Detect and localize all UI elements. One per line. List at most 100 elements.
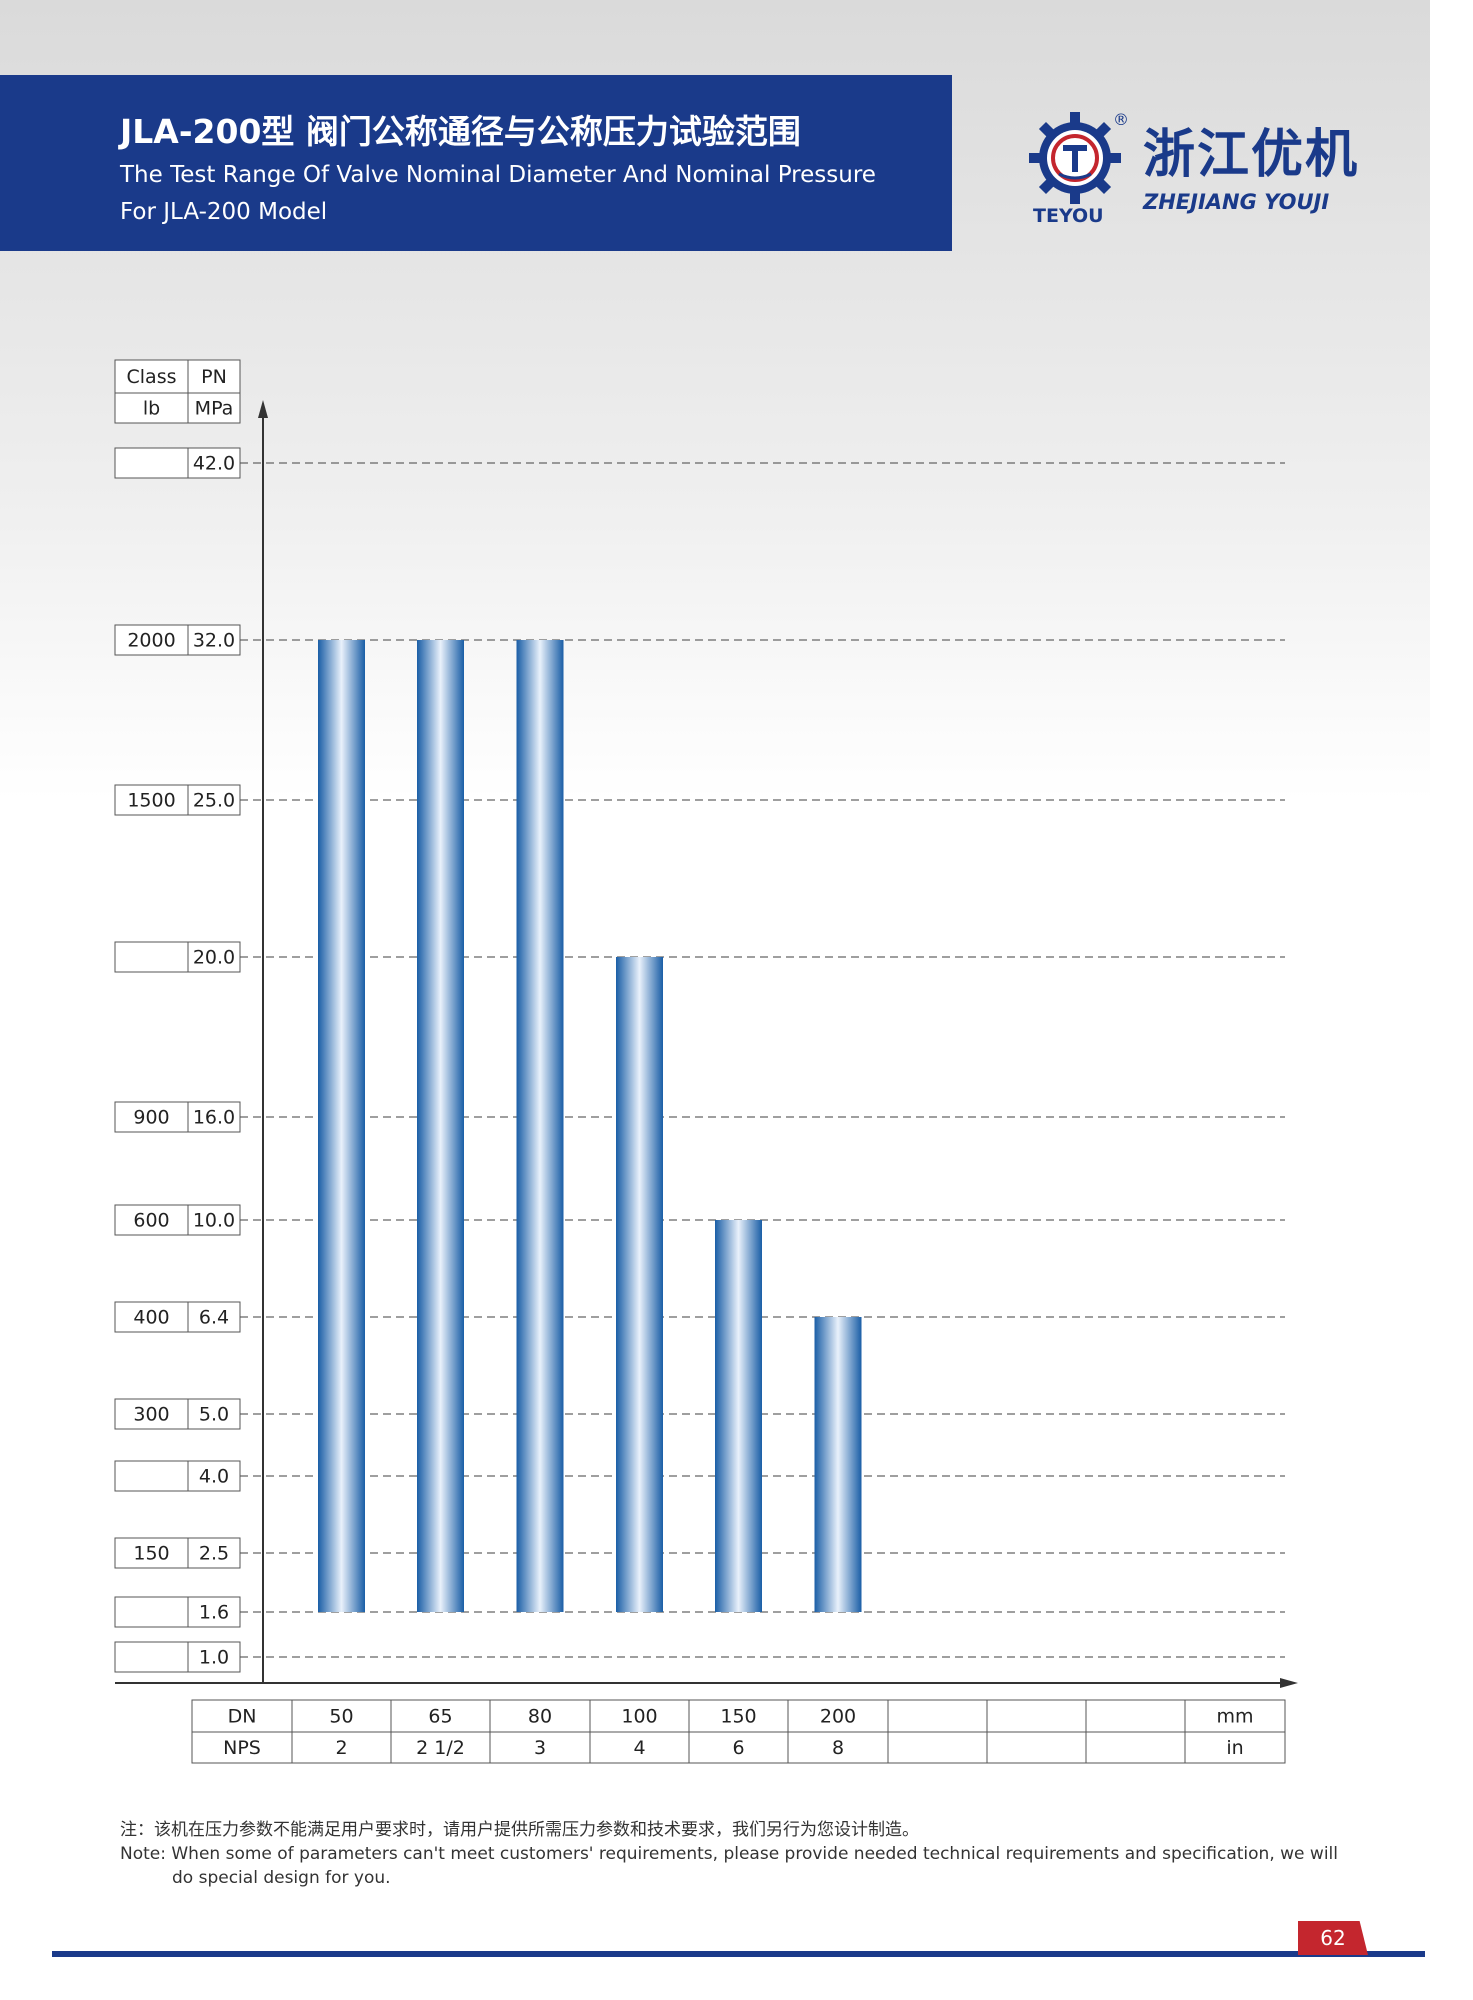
x-table-cell (887, 1699, 988, 1733)
bars (318, 640, 862, 1612)
x-tick-nps: 6 (732, 1737, 744, 1759)
y-pn-cell (187, 784, 241, 816)
y-class-label: 2000 (127, 630, 175, 652)
bar-dn-200 (814, 1317, 862, 1612)
x-table-cell (1085, 1731, 1186, 1764)
y-pn-label: 10.0 (193, 1210, 235, 1232)
y-pn-cell (187, 941, 241, 973)
x-unit-dn: mm (1216, 1706, 1253, 1728)
x-tick-dn: 80 (528, 1706, 552, 1728)
y-pn-label: 32.0 (193, 630, 235, 652)
x-table-cell (291, 1699, 392, 1733)
y-pn-cell (187, 447, 241, 479)
y-class-label: 600 (133, 1210, 169, 1232)
y-pn-label: 2.5 (199, 1543, 229, 1565)
y-class-cell (114, 1641, 189, 1673)
x-tick-dn: 100 (621, 1706, 657, 1728)
note-cn: 注：该机在压力参数不能满足用户要求时，请用户提供所需压力参数和技术要求，我们另行… (120, 1820, 919, 1840)
x-unit-nps: in (1226, 1737, 1243, 1759)
gear-emblem-icon (1029, 112, 1121, 204)
y-class-label: 300 (133, 1404, 169, 1426)
y-class-cell (114, 1460, 189, 1492)
y-class-label: 150 (133, 1543, 169, 1565)
y-pn-cell (187, 624, 241, 656)
y-class-cell (114, 624, 189, 656)
y-header-class-label: Class (127, 366, 177, 388)
x-tick-nps: 3 (534, 1737, 546, 1759)
page-title-en: The Test Range Of Valve Nominal Diameter… (120, 162, 876, 225)
y-pn-label: 1.6 (199, 1602, 229, 1624)
x-tick-dn: 200 (820, 1706, 856, 1728)
x-tick-nps: 8 (832, 1737, 844, 1759)
bar-dn-65 (417, 640, 464, 1612)
y-pn-label: 5.0 (199, 1404, 229, 1426)
y-header-class-label: lb (143, 398, 160, 420)
x-axis-arrow (1280, 1678, 1298, 1688)
note-en: Note: When some of parameters can't meet… (120, 1844, 1338, 1888)
x-table-cell (1085, 1699, 1186, 1733)
x-table-cell (589, 1731, 690, 1764)
y-pn-label: 6.4 (199, 1307, 229, 1329)
y-pn-label: 20.0 (193, 947, 235, 969)
company-logo: ® 浙江优机 ZHEJIANG YOUJI TEYOU (1025, 100, 1375, 235)
y-class-cell (114, 1596, 189, 1628)
x-table-cell (589, 1699, 690, 1733)
y-pn-cell (187, 1398, 241, 1430)
x-axis-table: DN 50 65 80 100 150 200 mm NPS 2 2 1/2 3 4 6 8 in (191, 1699, 1286, 1764)
brand-name-cn: 浙江优机 (1143, 125, 1360, 185)
header-band: JLA-200型 阀门公称通径与公称压力试验范围 The Test Range … (0, 75, 952, 251)
bar-dn-150 (715, 1220, 762, 1612)
x-tick-dn: 50 (329, 1706, 353, 1728)
page-right-margin (1430, 0, 1473, 2000)
y-pn-label: 4.0 (199, 1466, 229, 1488)
y-class-cell (114, 1301, 189, 1333)
brand-sub: TEYOU (1033, 205, 1104, 227)
x-row-label-nps: NPS (223, 1737, 261, 1759)
y-pn-cell (187, 1460, 241, 1492)
y-class-cell (114, 1101, 189, 1133)
x-table-cell (489, 1731, 591, 1764)
page-title-cn: JLA-200型 阀门公称通径与公称压力试验范围 (120, 112, 801, 151)
x-tick-nps: 2 (335, 1737, 347, 1759)
y-axis-arrow (258, 400, 268, 418)
y-pn-cell (187, 1101, 241, 1133)
y-pn-label: 1.0 (199, 1647, 229, 1669)
y-class-cell (114, 1398, 189, 1430)
x-tick-dn: 150 (720, 1706, 756, 1728)
x-table-cell (787, 1731, 889, 1764)
y-class-cell (114, 1204, 189, 1236)
x-table-cell (291, 1731, 392, 1764)
x-row-label-dn: DN (228, 1706, 257, 1728)
y-header-pn-label: PN (201, 366, 227, 388)
y-header-pn-cell (187, 392, 241, 424)
y-pn-label: 25.0 (193, 790, 235, 812)
x-table-cell (489, 1699, 591, 1733)
y-pn-cell (187, 1641, 241, 1673)
x-tick-nps: 4 (633, 1737, 645, 1759)
y-pn-cell (187, 1596, 241, 1628)
x-tick-dn: 65 (428, 1706, 452, 1728)
brand-name-en: ZHEJIANG YOUJI (1143, 190, 1330, 214)
footer-line (52, 1951, 1425, 1957)
bar-dn-100 (616, 957, 663, 1612)
bar-dn-50 (318, 640, 365, 1612)
y-header-pn-cell (187, 359, 241, 394)
y-pn-label: 42.0 (193, 453, 235, 475)
y-class-label: 1500 (127, 790, 175, 812)
bar-dn-80 (516, 640, 564, 1612)
x-table-cell (688, 1731, 789, 1764)
y-class-cell (114, 1537, 189, 1569)
y-pn-cell (187, 1204, 241, 1236)
x-table-cell (1184, 1699, 1286, 1733)
y-class-cell (114, 447, 189, 479)
x-table-cell (1184, 1731, 1286, 1764)
y-class-label: 900 (133, 1107, 169, 1129)
axes (115, 400, 1298, 1688)
x-table-cell (986, 1731, 1087, 1764)
y-pn-label: 16.0 (193, 1107, 235, 1129)
y-pn-cell (187, 1537, 241, 1569)
y-axis-table: Class PN lb MPa 42.0 2000 32.0 1500 25.0 20.0 900 1… (114, 359, 241, 1673)
y-class-label: 400 (133, 1307, 169, 1329)
x-tick-nps: 2 1/2 (416, 1737, 465, 1759)
